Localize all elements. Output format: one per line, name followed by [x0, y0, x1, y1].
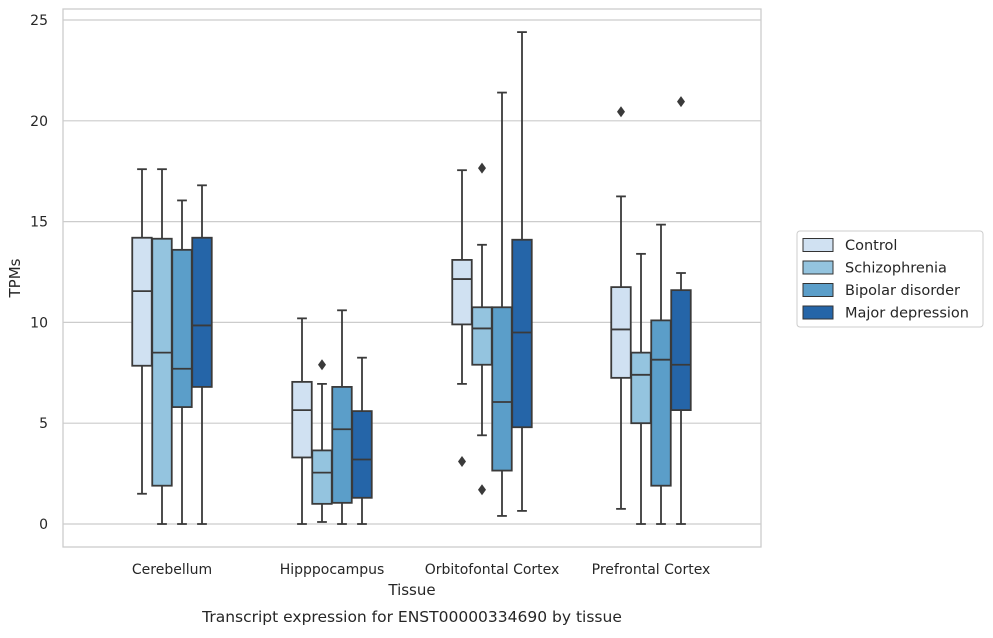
y-tick-label-15: 15 — [30, 215, 48, 231]
box-iqr — [610, 286, 632, 379]
box-iqr — [151, 237, 173, 487]
box-4-2 — [351, 356, 373, 525]
legend: Control Schizophrenia Bipolar disorder Majo… — [796, 230, 984, 328]
box-iqr — [131, 236, 153, 367]
legend-label: Bipolar disorder — [845, 283, 960, 299]
box-iqr — [451, 259, 473, 326]
box-iqr — [291, 380, 313, 459]
legend-label: Control — [845, 238, 897, 254]
box-iqr — [491, 306, 513, 472]
legend-swatch — [802, 238, 834, 252]
box-iqr — [650, 319, 672, 487]
y-tick-label-5: 5 — [39, 416, 48, 432]
box-4-1 — [191, 184, 213, 525]
box-iqr — [311, 449, 333, 505]
y-tick-label-0: 0 — [39, 517, 48, 533]
y-tick-label-20: 20 — [30, 114, 48, 130]
box-3-3 — [491, 91, 513, 517]
legend-swatch — [802, 283, 834, 297]
legend-item-1: Control — [802, 238, 897, 254]
box-iqr — [191, 236, 213, 388]
x-tick-label-3: Orbitofontal Cortex — [425, 562, 560, 578]
box-3-2 — [331, 309, 353, 525]
plot-frame — [62, 8, 762, 548]
legend-item-2: Schizophrenia — [802, 260, 947, 277]
box-iqr — [171, 248, 193, 408]
x-tick-label-1: Cerebellum — [132, 562, 212, 578]
legend-swatch — [802, 305, 834, 320]
legend-label: Major depression — [845, 306, 969, 322]
y-tick-labels: 0 5 10 15 20 25 — [30, 13, 48, 533]
outlier-1 — [478, 162, 486, 174]
legend-item-4: Major depression — [802, 305, 969, 322]
box-3-4 — [650, 223, 672, 525]
y-axis-label: TPMs — [6, 258, 24, 298]
box-3-1 — [171, 199, 193, 525]
box-2-4 — [630, 252, 652, 525]
box-1-4 — [610, 106, 632, 510]
box-iqr — [351, 410, 373, 499]
box-iqr — [511, 238, 533, 429]
x-tick-label-4: Prefrontal Cortex — [592, 562, 711, 578]
legend-label: Schizophrenia — [845, 261, 947, 277]
box-1-3 — [451, 169, 473, 468]
y-tick-label-25: 25 — [30, 13, 48, 29]
box-2-1 — [151, 168, 173, 525]
box-layer — [131, 31, 692, 525]
box-2-3 — [471, 162, 493, 496]
box-iqr — [630, 351, 652, 425]
x-tick-label-2: Hipppocampus — [280, 562, 385, 578]
legend-swatch — [802, 260, 834, 275]
outlier-1 — [318, 359, 326, 371]
legend-item-3: Bipolar disorder — [802, 283, 960, 299]
outlier-2 — [478, 484, 486, 496]
outlier-1 — [458, 456, 466, 468]
box-2-2 — [311, 359, 333, 523]
box-iqr — [670, 289, 692, 411]
x-tick-labels: Cerebellum Hipppocampus Orbitofontal Corte… — [132, 562, 710, 578]
box-iqr — [331, 386, 353, 504]
box-4-3 — [511, 31, 533, 512]
outlier-1 — [617, 106, 625, 118]
legend-frame — [796, 230, 984, 328]
x-axis-label: Tissue — [387, 581, 435, 599]
chart-caption: Transcript expression for ENST0000033469… — [201, 608, 622, 626]
box-4-4 — [670, 96, 692, 525]
box-1-1 — [131, 168, 153, 495]
outlier-1 — [677, 96, 685, 108]
box-1-2 — [291, 317, 313, 525]
y-tick-label-10: 10 — [30, 315, 48, 331]
box-iqr — [471, 306, 493, 366]
